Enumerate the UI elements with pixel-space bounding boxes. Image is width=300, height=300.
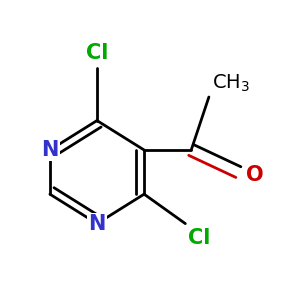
Text: Cl: Cl [188,228,211,248]
Text: N: N [41,140,58,160]
Text: O: O [246,165,263,185]
Text: Cl: Cl [86,43,108,63]
Text: CH$_3$: CH$_3$ [212,73,250,94]
Text: N: N [88,214,106,234]
